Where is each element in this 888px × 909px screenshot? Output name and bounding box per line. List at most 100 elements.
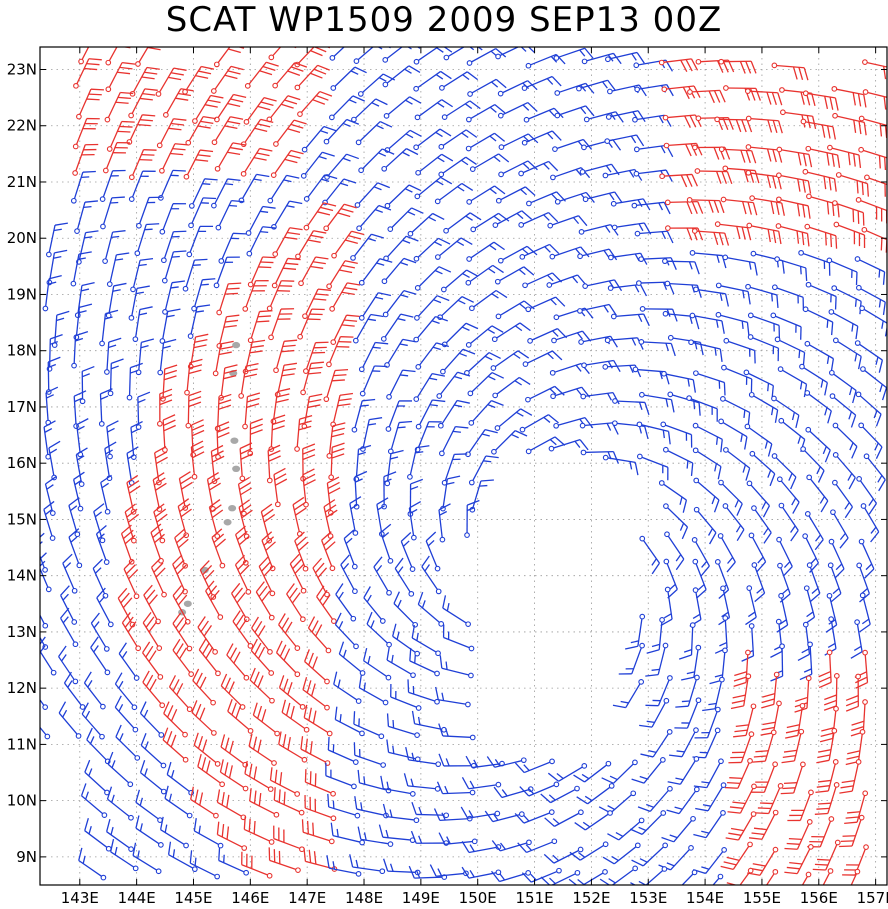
wind-barb — [665, 225, 704, 241]
wind-barb — [666, 786, 700, 815]
wind-barb — [123, 559, 140, 600]
wind-barb — [300, 361, 325, 396]
wind-barb — [58, 701, 82, 739]
wind-barb — [442, 624, 475, 652]
wind-barb — [300, 736, 331, 766]
wind-barb — [802, 168, 837, 192]
wind-barb — [425, 531, 441, 572]
wind-barb — [660, 421, 693, 448]
wind-barb — [243, 96, 277, 125]
wind-barb — [720, 196, 758, 216]
wind-barb — [159, 203, 187, 235]
wind-barb — [441, 453, 468, 486]
wind-barb — [331, 230, 365, 259]
wind-barb — [850, 868, 861, 885]
wind-barb — [351, 398, 376, 433]
wind-barb — [231, 582, 250, 623]
wind-barbs — [40, 47, 887, 885]
wind-barb — [258, 556, 276, 597]
wind-barb — [675, 674, 700, 708]
wind-barb — [102, 230, 126, 265]
wind-barb — [830, 509, 849, 549]
wind-barb — [394, 557, 415, 597]
island-shape — [228, 504, 237, 512]
wind-barb — [72, 117, 100, 150]
wind-barb — [631, 201, 671, 215]
wind-barb — [709, 647, 728, 685]
wind-barb — [438, 753, 477, 769]
wind-barb — [611, 222, 652, 235]
lon-tick-label: 153E — [629, 889, 667, 907]
wind-barb — [805, 426, 831, 463]
wind-barb — [128, 285, 150, 321]
wind-barb — [385, 400, 413, 432]
wind-barb — [438, 503, 451, 543]
wind-barb — [142, 641, 164, 680]
wind-barb — [519, 414, 559, 433]
wind-barb — [268, 847, 301, 874]
wind-barb — [212, 340, 234, 377]
wind-barb — [580, 391, 620, 405]
wind-barb — [106, 818, 134, 852]
wind-barb — [298, 256, 329, 287]
wind-barb — [132, 306, 153, 343]
wind-barb — [289, 553, 307, 594]
wind-barb — [693, 477, 720, 513]
wind-barb — [686, 395, 718, 422]
wind-barb — [218, 847, 250, 876]
wind-barb — [358, 674, 389, 706]
wind-barb — [243, 816, 275, 845]
wind-barb — [358, 148, 395, 174]
wind-barb — [580, 449, 619, 464]
wind-barb — [216, 282, 242, 316]
wind-barb — [352, 313, 384, 344]
wind-barb — [717, 533, 736, 573]
wind-barb — [692, 727, 721, 759]
wind-barb — [330, 822, 365, 846]
wind-barb — [380, 775, 416, 797]
wind-barb — [43, 500, 56, 541]
wind-barb — [413, 47, 453, 65]
wind-barb — [469, 289, 508, 312]
wind-barb — [440, 269, 479, 293]
wind-barb — [272, 62, 308, 89]
wind-barb — [241, 851, 273, 879]
wind-barb — [302, 676, 330, 711]
wind-barb — [235, 525, 250, 566]
wind-barb — [90, 636, 111, 676]
wind-barb — [159, 143, 188, 174]
wind-barb — [161, 230, 187, 264]
wind-barb — [514, 758, 555, 774]
wind-barb — [681, 644, 702, 681]
wind-barb — [467, 78, 507, 97]
lon-tick-label: 144E — [118, 889, 156, 907]
wind-barb — [715, 311, 750, 336]
wind-barb — [248, 733, 277, 766]
wind-barb — [466, 241, 505, 262]
wind-barb — [816, 727, 838, 764]
wind-barb — [443, 212, 482, 234]
wind-barb — [661, 815, 696, 843]
wind-barb — [323, 118, 360, 145]
wind-barb — [802, 90, 839, 111]
wind-barb — [548, 439, 589, 452]
wind-barb — [693, 810, 726, 839]
wind-barb — [470, 212, 510, 233]
wind-barb — [249, 667, 275, 704]
wind-barb — [749, 450, 776, 487]
wind-barb — [856, 284, 886, 316]
wind-barb — [80, 783, 108, 818]
wind-barb — [850, 699, 868, 737]
wind-barb — [776, 172, 812, 194]
wind-barb — [81, 702, 105, 740]
wind-barb — [492, 376, 531, 399]
wind-barb — [226, 643, 250, 681]
wind-barb — [693, 846, 727, 875]
wind-barb — [774, 256, 808, 281]
wind-barb — [197, 616, 218, 655]
wind-barb — [826, 257, 858, 286]
wind-barb — [340, 554, 358, 595]
wind-barb — [778, 502, 799, 542]
wind-barb — [491, 322, 531, 343]
wind-barb — [797, 621, 811, 661]
